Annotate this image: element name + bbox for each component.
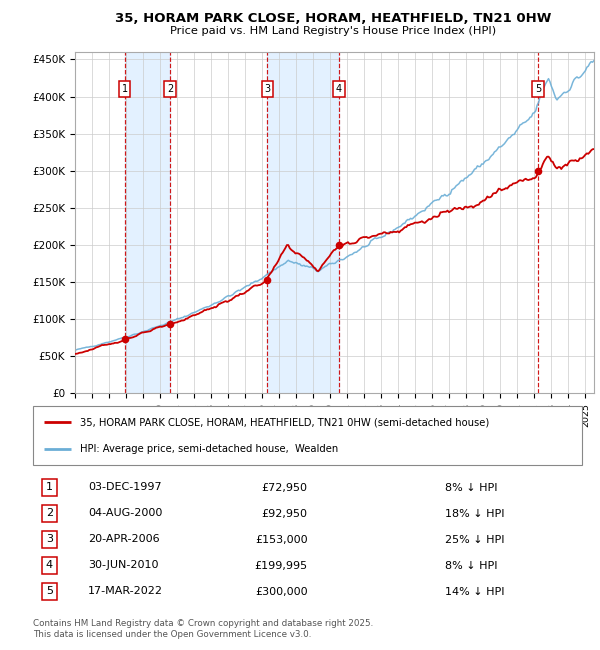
Text: 25% ↓ HPI: 25% ↓ HPI	[445, 534, 504, 545]
Text: 1: 1	[46, 482, 53, 493]
Text: 3: 3	[46, 534, 53, 545]
Text: £199,995: £199,995	[254, 560, 308, 571]
Text: 2: 2	[46, 508, 53, 519]
Text: 03-DEC-1997: 03-DEC-1997	[88, 482, 161, 493]
Text: Contains HM Land Registry data © Crown copyright and database right 2025.
This d: Contains HM Land Registry data © Crown c…	[33, 619, 373, 639]
Text: Price paid vs. HM Land Registry's House Price Index (HPI): Price paid vs. HM Land Registry's House …	[170, 26, 496, 36]
Text: 35, HORAM PARK CLOSE, HORAM, HEATHFIELD, TN21 0HW (semi-detached house): 35, HORAM PARK CLOSE, HORAM, HEATHFIELD,…	[80, 417, 489, 427]
Text: 18% ↓ HPI: 18% ↓ HPI	[445, 508, 504, 519]
Text: 3: 3	[264, 84, 271, 94]
FancyBboxPatch shape	[33, 406, 582, 465]
Text: 2: 2	[167, 84, 173, 94]
Text: 8% ↓ HPI: 8% ↓ HPI	[445, 560, 497, 571]
Text: 35, HORAM PARK CLOSE, HORAM, HEATHFIELD, TN21 0HW: 35, HORAM PARK CLOSE, HORAM, HEATHFIELD,…	[115, 12, 551, 25]
Text: 8% ↓ HPI: 8% ↓ HPI	[445, 482, 497, 493]
Text: £72,950: £72,950	[262, 482, 308, 493]
Text: £300,000: £300,000	[255, 586, 308, 597]
Bar	[125, 52, 170, 393]
Text: 14% ↓ HPI: 14% ↓ HPI	[445, 586, 504, 597]
Text: 17-MAR-2022: 17-MAR-2022	[88, 586, 163, 597]
Text: 20-APR-2006: 20-APR-2006	[88, 534, 160, 545]
Text: 5: 5	[535, 84, 541, 94]
Text: £153,000: £153,000	[255, 534, 308, 545]
Text: 04-AUG-2000: 04-AUG-2000	[88, 508, 162, 519]
Text: 30-JUN-2010: 30-JUN-2010	[88, 560, 158, 571]
Text: 4: 4	[335, 84, 342, 94]
Text: 4: 4	[46, 560, 53, 571]
Text: 5: 5	[46, 586, 53, 597]
Bar	[267, 52, 339, 393]
Text: £92,950: £92,950	[262, 508, 308, 519]
Text: 1: 1	[122, 84, 128, 94]
Text: HPI: Average price, semi-detached house,  Wealden: HPI: Average price, semi-detached house,…	[80, 444, 338, 454]
